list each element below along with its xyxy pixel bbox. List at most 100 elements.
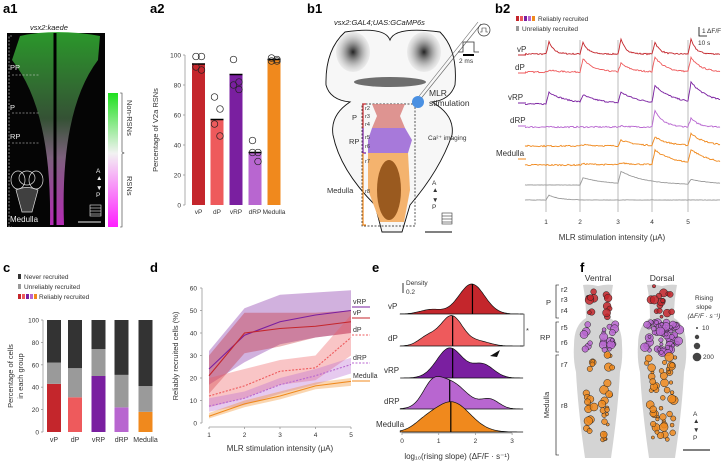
trace-label: Medulla <box>496 149 525 158</box>
cell-positions <box>579 284 685 443</box>
cell-dot <box>601 418 608 425</box>
x-tick-label: 2 <box>243 432 247 439</box>
size-legend-dot <box>694 334 700 340</box>
legend-swatch <box>26 294 29 299</box>
cell-dot <box>674 336 683 346</box>
x-tick-label: 3 <box>510 438 514 445</box>
colorbar-label-rsn: RSNs <box>125 176 134 196</box>
cell-dot <box>656 431 665 439</box>
ridge-label: dP <box>388 334 398 343</box>
hindbrain-silhouette-ventral <box>573 284 623 458</box>
bar-segment-dRP <box>114 320 129 375</box>
data-point <box>248 148 257 157</box>
orient-anterior: A <box>432 180 437 187</box>
bar-segment-vRP <box>91 320 106 350</box>
trace-Medulla <box>524 132 721 148</box>
y-axis-label-line: Percentage of cells <box>6 344 15 408</box>
cell-dot <box>587 340 593 346</box>
y-tick-label: 20 <box>32 407 40 414</box>
x-tick-label: vP <box>195 209 203 216</box>
panel-label: b2 <box>495 1 510 16</box>
axes: 0 10 20 30 40 50 60 1 2 3 4 5 <box>190 286 353 440</box>
x-tick-label: dRP <box>249 209 262 216</box>
band-vP <box>209 310 351 394</box>
size-legend-value: 200 <box>703 354 714 361</box>
bar-segment-Medulla <box>138 386 153 412</box>
bar-vP <box>192 64 205 205</box>
data-point <box>197 66 206 74</box>
pulse-icon <box>458 41 479 53</box>
legend-swatch-reliable <box>18 294 37 299</box>
y-axis-label: Reliably recruited cells (%) <box>171 311 180 400</box>
line-vP <box>208 321 352 377</box>
size-legend-dot <box>693 342 701 350</box>
data-point <box>192 52 200 61</box>
legend-swatch <box>524 16 527 21</box>
x-tick-label: dP <box>213 209 221 216</box>
legend-swatch-unreliable <box>516 26 519 31</box>
legend-label: dP <box>353 327 362 334</box>
rhombomere-label: r8 <box>561 401 568 410</box>
rhombomere-label: r2 <box>365 106 370 112</box>
legend-reliable: Reliably recruited <box>538 16 589 23</box>
orient-posterior: P <box>96 192 100 199</box>
band-dP <box>209 315 351 408</box>
x-tick-label: 5 <box>686 219 690 226</box>
x-tick-label: vRP <box>92 437 106 444</box>
significance-bracket <box>520 313 525 347</box>
stim-label: stimulation <box>429 98 470 108</box>
y-tick-label: 0 <box>35 430 39 437</box>
group-brackets <box>555 284 559 456</box>
x-tick-label: Medulla <box>263 209 286 216</box>
panel-a1: a1 vsx2:kaede PP P RP Medulla A P ▲ ▼ No… <box>3 1 134 228</box>
cell-dot <box>607 347 612 352</box>
rhombomere-label: r3 <box>365 114 370 120</box>
cell-dot <box>584 398 591 406</box>
cell-dot <box>656 307 663 314</box>
y-tick-label: 40 <box>174 143 182 150</box>
size-legend-dot <box>692 352 702 362</box>
cell-dot <box>589 402 599 412</box>
legend-unreliable: Unreliably recruited <box>24 284 80 291</box>
cell-dot <box>581 345 589 353</box>
rhombomere-label: r4 <box>561 306 568 315</box>
y-axis: 0 20 40 60 80 100 <box>28 318 44 437</box>
ridge-label: vRP <box>384 366 399 375</box>
arrow-down-icon: ▼ <box>432 197 438 204</box>
cell-dot <box>643 321 651 329</box>
panel-a2: a2 Percentage of V2a RSNs 0 20 40 60 80 100 v… <box>150 1 286 216</box>
cell-dot <box>604 407 610 413</box>
x-tick-label: vP <box>50 437 59 444</box>
orient-anterior: A <box>693 411 698 418</box>
y-tick-label: 60 <box>174 113 182 120</box>
panel-label: a2 <box>150 1 164 16</box>
y-tick-label: 20 <box>190 376 198 383</box>
colorbar-label-nonrsn: Non-RSNs <box>125 100 134 136</box>
cell-dot <box>647 334 652 339</box>
y-tick-label: 40 <box>32 385 40 392</box>
cell-dot <box>668 308 675 315</box>
trace-dRP <box>525 109 721 129</box>
group-label: Medulla <box>327 186 354 195</box>
panel-f: f Ventral Dorsal P RP Medulla r2 r3 r4 r… <box>540 260 720 458</box>
bars: vP dP vRP dRP Medulla <box>192 52 286 216</box>
scale-bar <box>698 27 707 37</box>
legend-swatch <box>532 16 535 21</box>
legend-swatch <box>34 294 37 299</box>
cell-dot <box>669 422 675 428</box>
ridge-vRP <box>400 347 524 379</box>
size-legend-dot <box>696 327 698 329</box>
legend-swatch <box>30 294 33 299</box>
cell-dot <box>649 405 657 413</box>
panel-label: b1 <box>307 1 322 16</box>
x-axis: 0 1 2 3 <box>400 432 514 445</box>
cell-dot <box>644 360 650 366</box>
y-tick-label: 50 <box>190 308 198 315</box>
cell-dot <box>651 435 655 440</box>
legend-reliable: Reliably recruited <box>39 294 90 301</box>
x-tick-label: 1 <box>544 219 548 226</box>
legend-swatch <box>520 16 523 21</box>
region-label: Medulla <box>10 215 39 224</box>
cell-dot <box>602 308 611 318</box>
